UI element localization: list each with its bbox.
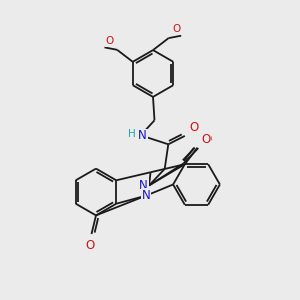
Text: N: N	[142, 189, 151, 202]
Text: O: O	[172, 25, 181, 34]
Text: O: O	[201, 133, 211, 146]
Text: N: N	[138, 129, 147, 142]
Text: H: H	[128, 129, 136, 139]
Text: O: O	[202, 133, 212, 146]
Text: O: O	[105, 36, 113, 46]
Text: O: O	[85, 239, 94, 252]
Text: N: N	[139, 179, 148, 192]
Text: O: O	[189, 121, 199, 134]
